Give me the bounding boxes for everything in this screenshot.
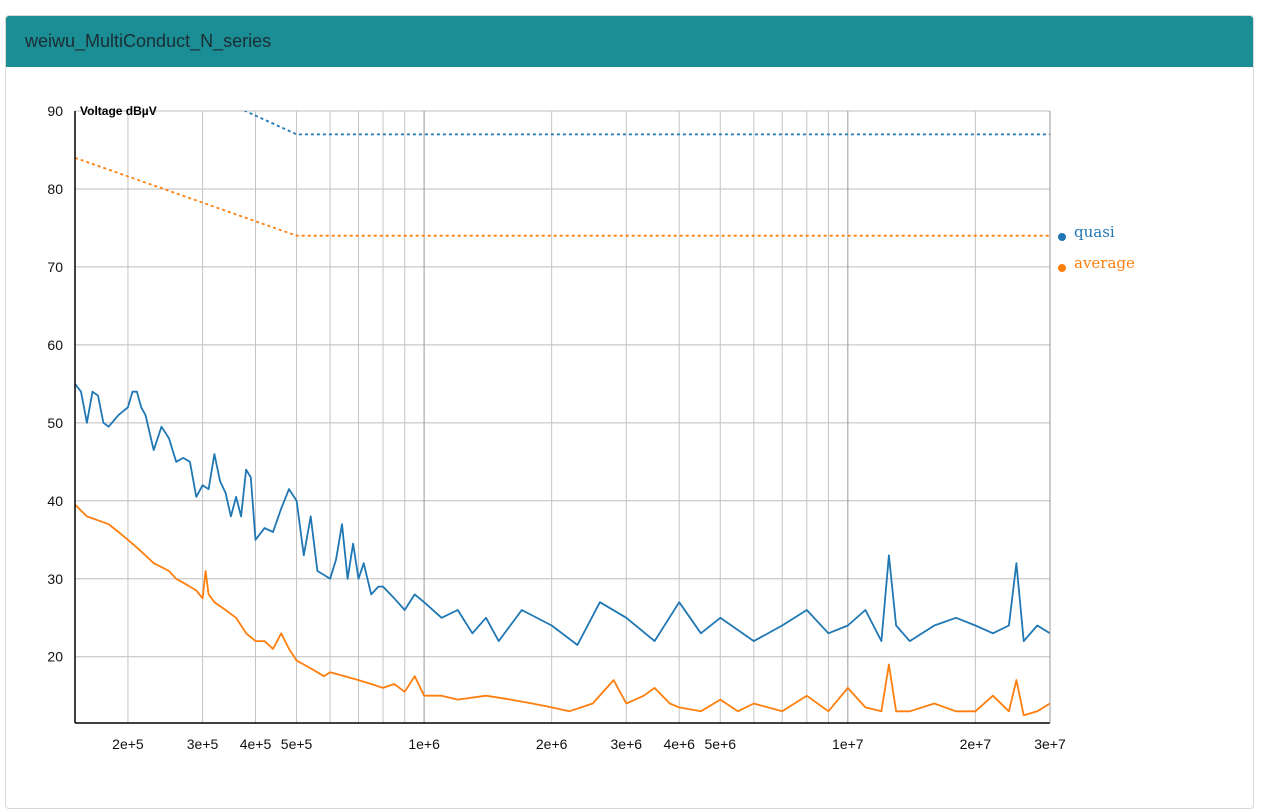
chart-area: 20 30 40 50 60 70 80 90 2e+5 3e+5 4e+5 5e+5 1e+6 2e+6… — [6, 67, 1253, 808]
x-tick-label: 4e+5 — [240, 736, 272, 752]
y-tick-label: 30 — [47, 571, 63, 587]
x-tick-label: 5e+5 — [281, 736, 313, 752]
y-axis-label: Voltage dBµV — [80, 104, 157, 118]
axes: 20 30 40 50 60 70 80 90 2e+5 3e+5 4e+5 5e+5 1e+6 2e+6… — [47, 103, 1066, 752]
legend-marker — [1058, 264, 1066, 272]
x-tick-label: 3e+6 — [611, 736, 643, 752]
average-limit-line — [75, 156, 1050, 237]
x-tick-label: 3e+7 — [1034, 736, 1066, 752]
chart-panel: weiwu_MultiConduct_N_series 20 30 40 50 60 70… — [5, 15, 1254, 809]
y-tick-label: 80 — [47, 181, 63, 197]
x-tick-label: 1e+6 — [408, 736, 440, 752]
x-tick-label: 2e+5 — [112, 736, 144, 752]
x-tick-label: 2e+7 — [960, 736, 992, 752]
y-tick-label: 90 — [47, 103, 63, 119]
legend-label-average[interactable]: average — [1074, 254, 1135, 272]
x-tick-label: 2e+6 — [536, 736, 568, 752]
panel-title: weiwu_MultiConduct_N_series — [6, 16, 1253, 67]
y-tick-label: 20 — [47, 649, 63, 665]
y-tick-label: 60 — [47, 337, 63, 353]
legend[interactable]: quasi average — [1058, 223, 1135, 272]
legend-label-quasi[interactable]: quasi — [1074, 223, 1115, 241]
voltage-chart: 20 30 40 50 60 70 80 90 2e+5 3e+5 4e+5 5e+5 1e+6 2e+6… — [47, 103, 1135, 752]
y-tick-label: 40 — [47, 493, 63, 509]
average-series-line — [75, 504, 1050, 717]
grid — [75, 110, 1051, 723]
y-tick-label: 50 — [47, 415, 63, 431]
series-group — [75, 111, 1050, 717]
quasi-series-line — [75, 383, 1050, 646]
x-tick-label: 3e+5 — [187, 736, 219, 752]
x-tick-label: 5e+6 — [705, 736, 737, 752]
y-tick-label: 70 — [47, 259, 63, 275]
quasi-limit-line — [243, 111, 1050, 136]
x-tick-label: 1e+7 — [832, 736, 864, 752]
x-tick-label: 4e+6 — [663, 736, 695, 752]
legend-marker — [1058, 233, 1066, 241]
